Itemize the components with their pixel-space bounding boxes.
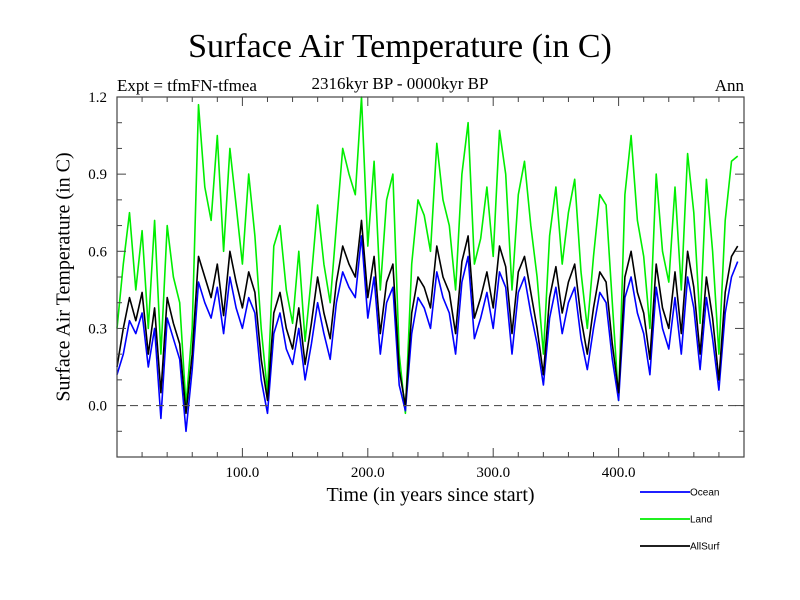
y-tick-label: 0.9 — [88, 167, 107, 183]
plot-frame — [116, 96, 745, 458]
season-label: Ann — [714, 76, 744, 95]
x-tick-label: 300.0 — [476, 465, 510, 481]
chart-subtitle: 2316kyr BP - 0000kyr BP — [311, 74, 489, 93]
x-tick-label: 200.0 — [351, 465, 385, 481]
y-tick-label: 1.2 — [88, 90, 107, 106]
series-line-allsurf — [116, 219, 739, 415]
legend-label-ocean: Ocean — [690, 488, 719, 499]
y-tick-label: 0.0 — [88, 399, 107, 415]
series-line-land — [116, 96, 739, 415]
series-layer — [116, 96, 739, 433]
y-tick-label: 0.6 — [88, 244, 107, 260]
legend: Ocean Land AllSurf — [640, 488, 720, 553]
y-tick-label: 0.3 — [88, 321, 107, 337]
chart-title: Surface Air Temperature (in C) — [188, 28, 612, 65]
x-tick-label: 400.0 — [602, 465, 636, 481]
legend-label-land: Land — [690, 515, 712, 526]
series-line-ocean — [116, 235, 739, 433]
legend-label-allsurf: AllSurf — [690, 542, 720, 553]
experiment-label: Expt = tfmFN-tfmea — [117, 76, 257, 95]
axes-layer: 100.0 200.0 300.0 400.0 0.0 0.3 0.6 0.9 1.2 — [88, 90, 745, 481]
x-tick-label: 100.0 — [226, 465, 260, 481]
x-axis-label: Time (in years since start) — [326, 484, 535, 506]
